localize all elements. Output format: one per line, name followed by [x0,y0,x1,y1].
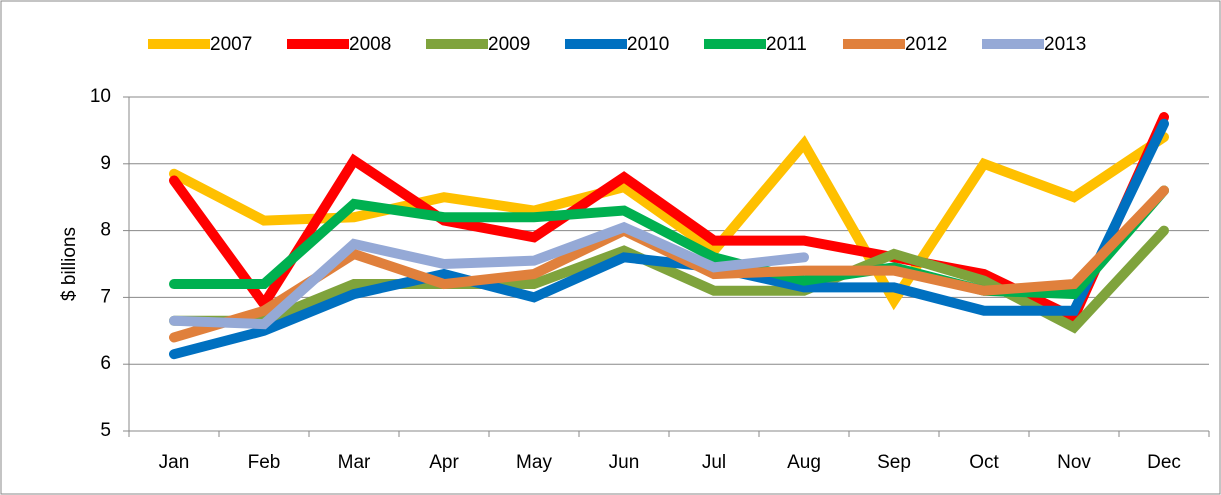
x-tick-label: Dec [1147,452,1181,473]
series-line [169,221,809,330]
legend-label: 2010 [627,34,669,55]
x-tick-label: Nov [1057,452,1091,473]
y-tick-label: 5 [100,420,111,441]
x-tick-label: May [516,452,552,473]
legend-label: 2007 [210,34,252,55]
x-tick-label: Jul [702,452,726,473]
y-tick-label: 6 [100,353,111,374]
y-tick-label: 10 [90,86,111,107]
x-tick-label: Apr [429,452,459,473]
series-line [169,118,1169,360]
x-tick-label: Mar [338,452,371,473]
legend-label: 2013 [1044,34,1086,55]
y-tick-label: 8 [100,220,111,241]
y-tick-label: 7 [100,286,111,307]
series-line [169,112,1169,325]
legend-label: 2008 [349,34,391,55]
legend-label: 2012 [905,34,947,55]
x-tick-label: Feb [248,452,281,473]
legend-label: 2009 [488,34,530,55]
x-tick-label: Jan [159,452,190,473]
x-tick-label: Aug [787,452,821,473]
y-tick-label: 9 [100,153,111,174]
x-tick-label: Sep [877,452,911,473]
x-tick-label: Oct [969,452,999,473]
legend-label: 2011 [766,34,807,55]
y-axis-label: $ billions [59,227,80,301]
x-tick-label: Jun [609,452,640,473]
